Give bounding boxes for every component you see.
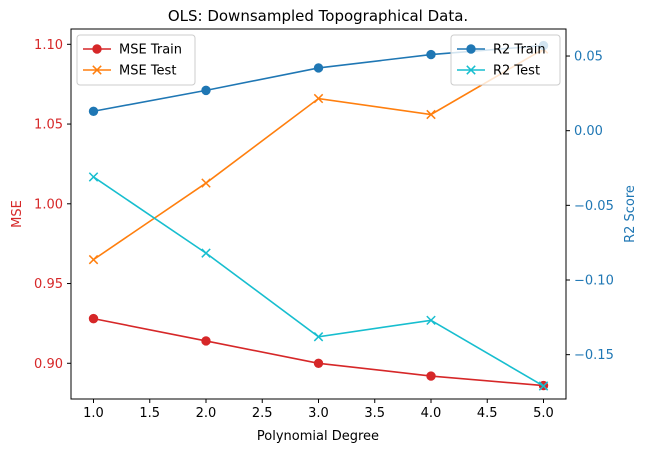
data-point-stroke bbox=[201, 248, 211, 258]
data-point bbox=[426, 109, 436, 120]
data-point-stroke bbox=[201, 178, 211, 188]
right-axis-title: R2 Score bbox=[623, 185, 638, 243]
data-point bbox=[313, 332, 324, 342]
data-point bbox=[88, 172, 99, 182]
legend-marker bbox=[466, 44, 476, 54]
data-point-stroke bbox=[538, 381, 549, 391]
plot-area bbox=[88, 40, 549, 391]
data-point bbox=[426, 371, 436, 381]
data-point-stroke bbox=[426, 109, 436, 120]
x-tick-label: 1.5 bbox=[139, 406, 160, 421]
left-tick-label: 0.90 bbox=[34, 357, 63, 372]
x-tick-label: 3.5 bbox=[364, 406, 385, 421]
data-point-stroke bbox=[88, 254, 99, 265]
data-point bbox=[313, 63, 324, 73]
legend-box bbox=[76, 34, 196, 86]
legend-box bbox=[450, 34, 561, 86]
legend-marker bbox=[92, 65, 102, 75]
left-tick-label: 0.95 bbox=[34, 277, 63, 292]
x-tick-label: 1.0 bbox=[83, 406, 104, 421]
data-point-stroke bbox=[313, 332, 324, 342]
data-point bbox=[313, 358, 324, 368]
left-y-axis: 0.90 0.95 1.00 1.05 1.10 bbox=[34, 38, 71, 372]
right-tick-label: 0.05 bbox=[574, 50, 603, 65]
data-point-stroke bbox=[88, 172, 99, 182]
data-point bbox=[426, 315, 436, 326]
mse-series-mse-train bbox=[88, 313, 549, 391]
data-point-stroke bbox=[426, 315, 436, 326]
legend-marker bbox=[92, 44, 102, 54]
data-point bbox=[88, 106, 99, 116]
legend-left: MSE Train MSE Test bbox=[76, 34, 196, 86]
legend-right: R2 Train R2 Test bbox=[450, 34, 561, 86]
data-point bbox=[201, 178, 211, 188]
x-tick-label: 3.0 bbox=[308, 406, 329, 421]
x-tick-label: 5.0 bbox=[533, 406, 554, 421]
x-tick-label: 2.5 bbox=[252, 406, 273, 421]
series-line bbox=[93, 317, 544, 387]
right-tick-label: −0.10 bbox=[574, 273, 614, 288]
right-tick-label: −0.15 bbox=[574, 348, 614, 363]
legend-item: MSE Train bbox=[83, 43, 182, 58]
right-y-axis: −0.15 −0.10 −0.05 0.00 0.05 bbox=[566, 50, 614, 363]
data-point-stroke bbox=[313, 93, 324, 104]
x-axis-title: Polynomial Degree bbox=[257, 429, 379, 444]
data-point bbox=[201, 85, 211, 96]
x-tick-label: 4.0 bbox=[421, 406, 442, 421]
left-tick-label: 1.00 bbox=[34, 197, 63, 212]
data-point bbox=[88, 254, 99, 265]
legend-label: R2 Train bbox=[493, 43, 546, 58]
legend-item: R2 Train bbox=[457, 43, 546, 58]
legend-label: R2 Test bbox=[493, 64, 540, 79]
legend-marker-stroke bbox=[92, 65, 102, 75]
right-tick-label: 0.00 bbox=[574, 124, 603, 139]
data-point bbox=[201, 336, 211, 346]
legend-label: MSE Train bbox=[119, 43, 182, 58]
left-axis-title: MSE bbox=[10, 200, 25, 228]
data-point bbox=[538, 381, 549, 391]
x-tick-label: 2.0 bbox=[196, 406, 217, 421]
series-line bbox=[93, 176, 544, 387]
legend-label: MSE Test bbox=[119, 64, 176, 79]
legend-item: MSE Test bbox=[83, 64, 176, 79]
chart-title: OLS: Downsampled Topographical Data. bbox=[168, 7, 468, 25]
left-tick-label: 1.10 bbox=[34, 38, 63, 53]
data-point bbox=[426, 49, 436, 60]
legend-marker bbox=[466, 65, 476, 75]
legend-item: R2 Test bbox=[457, 64, 540, 79]
data-point bbox=[201, 248, 211, 258]
data-point bbox=[88, 313, 99, 324]
right-tick-label: −0.05 bbox=[574, 199, 614, 214]
r2-series-r2-test bbox=[88, 172, 549, 391]
data-point bbox=[313, 93, 324, 104]
x-axis: 1.0 1.5 2.0 2.5 3.0 3.5 4.0 4.5 5.0 bbox=[83, 399, 554, 421]
left-tick-label: 1.05 bbox=[34, 118, 63, 133]
x-tick-label: 4.5 bbox=[477, 406, 498, 421]
legend-marker-stroke bbox=[466, 65, 476, 75]
